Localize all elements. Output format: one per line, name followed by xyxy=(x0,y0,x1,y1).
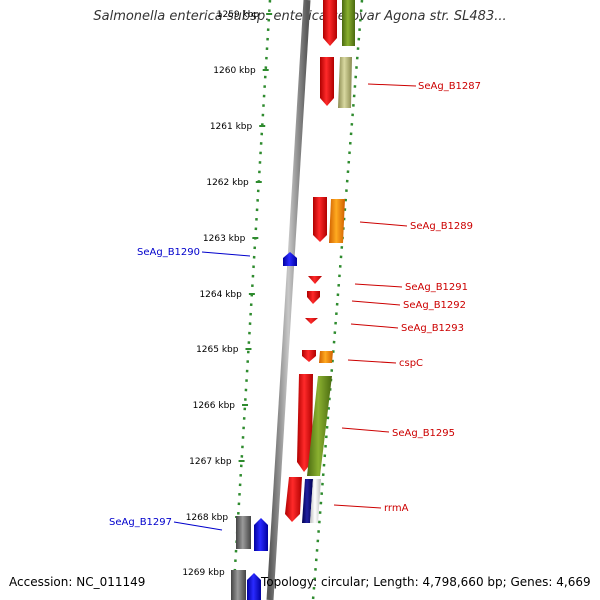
gene-label-leader xyxy=(351,300,401,306)
gene-block-olive[interactable] xyxy=(307,376,332,476)
gene-arrow-reverse[interactable] xyxy=(307,291,320,304)
gene-block-orange[interactable] xyxy=(319,351,333,363)
gene-arrow-reverse[interactable] xyxy=(285,477,302,522)
gene-arrow-reverse[interactable] xyxy=(302,350,316,362)
ruler-tick-label: 1269 kbp xyxy=(182,568,225,578)
gene-label-leader xyxy=(350,323,399,329)
gene-features[interactable] xyxy=(231,0,355,600)
genome-title: Salmonella enterica subsp. enterica sero… xyxy=(93,9,507,24)
ruler-dotted-line xyxy=(231,0,272,600)
ruler-ticks: 1259 kbp 1260 kbp 1261 kbp 1262 kbp 1263 kbp… xyxy=(182,10,273,578)
ruler-tick-label: 1264 kbp xyxy=(199,290,242,300)
gene-block-white[interactable] xyxy=(310,479,321,523)
gene-label-leader xyxy=(333,504,382,509)
gene-label-leader xyxy=(173,521,223,531)
gene-label[interactable]: SeAg_B1292 xyxy=(403,300,466,311)
gene-block-gray[interactable] xyxy=(236,516,251,549)
gene-arrow-reverse[interactable] xyxy=(323,0,337,46)
ruler-tick-label: 1267 kbp xyxy=(189,457,232,467)
gene-label[interactable]: rrmA xyxy=(384,503,409,514)
gene-label-leader xyxy=(354,283,403,288)
gene-label[interactable]: SeAg_B1290 xyxy=(137,247,200,258)
gene-label[interactable]: SeAg_B1295 xyxy=(392,428,455,439)
gene-block-navy[interactable] xyxy=(302,479,313,523)
gene-label[interactable]: SeAg_B1287 xyxy=(418,81,481,92)
gene-label[interactable]: SeAg_B1291 xyxy=(405,282,468,293)
ruler-tick-label: 1265 kbp xyxy=(196,345,239,355)
gene-label[interactable]: cspC xyxy=(399,358,423,369)
ruler-tick-label: 1266 kbp xyxy=(193,401,236,411)
gene-arrow-reverse[interactable] xyxy=(305,318,318,324)
gene-arrow-forward[interactable] xyxy=(247,573,261,600)
gene-label[interactable]: SeAg_B1293 xyxy=(401,323,464,334)
gene-label-leader xyxy=(367,83,417,87)
ruler-tick-label: 1260 kbp xyxy=(213,66,256,76)
gene-labels[interactable]: SeAg_B1287 SeAg_B1289 SeAg_B1290 SeAg_B1291… xyxy=(109,81,481,531)
ruler-tick-label: 1268 kbp xyxy=(186,513,229,523)
gene-label-leader xyxy=(347,359,397,364)
topology-text: Topology: circular; Length: 4,798,660 bp… xyxy=(261,575,591,589)
gene-block-olive[interactable] xyxy=(342,0,355,46)
ruler-tick-label: 1259 kbp xyxy=(217,10,260,20)
gene-block-gray[interactable] xyxy=(231,570,246,600)
gene-label-leader xyxy=(359,221,408,227)
gene-label[interactable]: SeAg_B1297 xyxy=(109,517,172,528)
gene-block-khaki[interactable] xyxy=(338,57,352,108)
gene-arrow-forward[interactable] xyxy=(254,518,268,551)
ruler-tick-label: 1261 kbp xyxy=(210,122,253,132)
gene-label-leader xyxy=(341,427,390,433)
gene-label-leader xyxy=(201,251,251,257)
gene-label[interactable]: SeAg_B1289 xyxy=(410,221,473,232)
gene-arrow-reverse[interactable] xyxy=(320,57,334,106)
accession-text: Accession: NC_011149 xyxy=(9,575,146,589)
genome-backbone xyxy=(266,0,311,600)
gene-arrow-forward[interactable] xyxy=(283,252,297,266)
ruler-tick-label: 1262 kbp xyxy=(206,178,249,188)
gene-block-orange[interactable] xyxy=(329,199,345,243)
gene-arrow-reverse[interactable] xyxy=(313,197,327,242)
gene-arrow-reverse[interactable] xyxy=(308,276,322,284)
ruler-tick-label: 1263 kbp xyxy=(203,234,246,244)
gene-arrow-reverse[interactable] xyxy=(297,374,313,472)
